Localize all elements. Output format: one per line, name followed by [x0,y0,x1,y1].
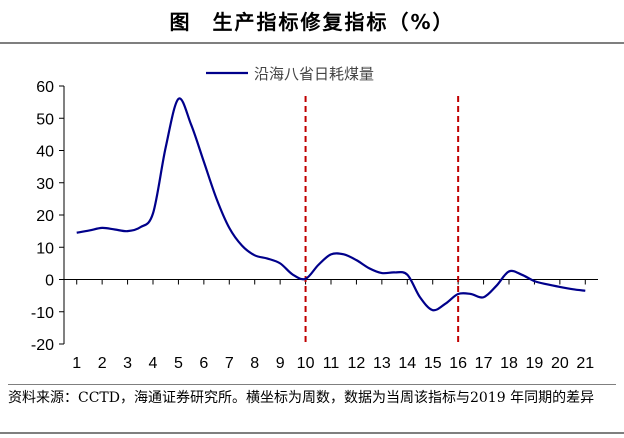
y-tick-label: 30 [36,176,54,193]
x-tick-label: 4 [149,355,158,372]
x-tick-label: 8 [250,355,259,372]
x-tick-label: 21 [576,355,594,372]
x-tick-label: 6 [199,355,208,372]
series-line [76,97,586,312]
x-tick-label: 2 [98,355,107,372]
x-tick-label: 12 [348,355,366,372]
x-tick-label: 1 [72,355,81,372]
x-tick-label: 9 [276,355,285,372]
bottom-rule [0,432,624,434]
figure-label: 图 [169,10,192,34]
x-tick-label: 13 [373,355,391,372]
y-tick-label: -20 [31,337,54,354]
x-tick-label: 14 [398,355,416,372]
x-tick-label: 16 [449,355,467,372]
x-tick-label: 3 [123,355,132,372]
x-tick-label: 18 [500,355,518,372]
title-bar: 图 生产指标修复指标（%） [0,0,624,44]
legend-label: 沿海八省日耗煤量 [254,65,374,83]
y-tick-label: 50 [36,111,54,128]
x-tick-label: 19 [526,355,544,372]
x-tick-label: 7 [225,355,234,372]
x-tick-label: 20 [551,355,569,372]
y-tick-label: -10 [31,305,54,322]
chart-title: 图 生产指标修复指标（%） [0,6,624,35]
x-tick-label: 17 [475,355,493,372]
y-tick-label: 0 [45,273,54,290]
source-note: 资料来源：CCTD，海通证券研究所。横坐标为周数，数据为当周该指标与2019 年… [8,384,616,409]
x-tick-label: 5 [174,355,183,372]
y-tick-label: 10 [36,240,54,257]
x-tick-label: 10 [297,355,315,372]
y-tick-label: 20 [36,208,54,225]
x-tick-label: 11 [323,355,340,372]
figure-title: 生产指标修复指标（%） [212,10,455,34]
y-tick-label: 60 [36,79,54,96]
y-tick-label: 40 [36,144,54,161]
x-tick-label: 15 [424,355,442,372]
